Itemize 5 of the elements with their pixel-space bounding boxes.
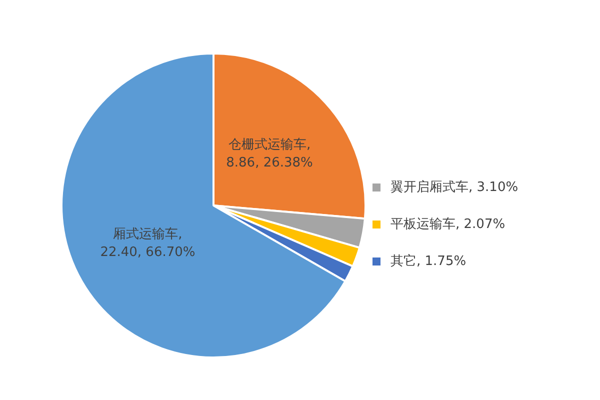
slice-label: 厢式运输车, 22.40, 66.70% xyxy=(100,227,196,260)
legend-label: 翼开启厢式车, 3.10% xyxy=(390,179,518,195)
slice-label: 仓栅式运输车, 8.86, 26.38% xyxy=(226,138,313,171)
legend-label: 其它, 1.75% xyxy=(390,253,466,269)
legend-label: 平板运输车, 2.07% xyxy=(390,217,506,232)
